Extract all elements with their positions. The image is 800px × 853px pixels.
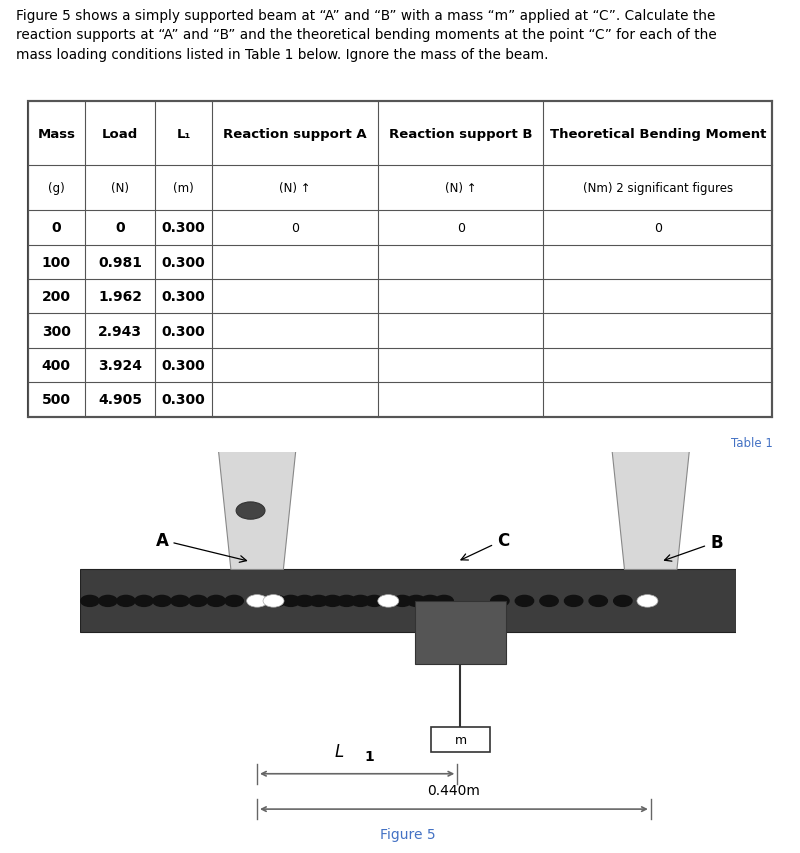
Circle shape <box>257 416 286 433</box>
Circle shape <box>351 595 370 606</box>
Circle shape <box>650 416 679 433</box>
Circle shape <box>614 595 632 606</box>
Text: (N) ↑: (N) ↑ <box>445 182 477 194</box>
Text: Reaction support B: Reaction support B <box>389 127 533 141</box>
Circle shape <box>171 595 190 606</box>
Circle shape <box>117 595 135 606</box>
Circle shape <box>295 595 314 606</box>
Circle shape <box>268 595 286 606</box>
Circle shape <box>658 421 672 428</box>
Text: Load: Load <box>102 127 138 141</box>
Circle shape <box>393 595 411 606</box>
Text: Figure 5 shows a simply supported beam at “A” and “B” with a mass “m” applied at: Figure 5 shows a simply supported beam a… <box>16 9 717 61</box>
Text: Theoretical Bending Moment: Theoretical Bending Moment <box>550 127 766 141</box>
Polygon shape <box>611 444 690 570</box>
Bar <box>158 425 658 432</box>
Circle shape <box>81 595 99 606</box>
Circle shape <box>134 595 153 606</box>
Text: 2.943: 2.943 <box>98 324 142 338</box>
Text: Mass: Mass <box>38 127 75 141</box>
Text: Table 1: Table 1 <box>730 437 773 450</box>
Text: 0.300: 0.300 <box>162 324 206 338</box>
Text: 4.905: 4.905 <box>98 393 142 407</box>
Circle shape <box>236 502 265 519</box>
Circle shape <box>378 595 399 607</box>
Circle shape <box>407 595 426 606</box>
Text: 1.962: 1.962 <box>98 290 142 304</box>
Circle shape <box>246 595 268 607</box>
Text: Figure 5: Figure 5 <box>380 827 436 840</box>
Text: 0.300: 0.300 <box>162 290 206 304</box>
Text: (N): (N) <box>111 182 129 194</box>
Text: B: B <box>665 533 722 561</box>
Text: Reaction support A: Reaction support A <box>223 127 367 141</box>
Text: 0: 0 <box>115 221 125 235</box>
Circle shape <box>589 595 607 606</box>
Circle shape <box>540 595 558 606</box>
Circle shape <box>153 595 171 606</box>
Circle shape <box>490 595 509 606</box>
Text: 0.300: 0.300 <box>162 256 206 270</box>
Circle shape <box>265 421 278 428</box>
Text: 0: 0 <box>51 221 61 235</box>
Circle shape <box>282 595 300 606</box>
Circle shape <box>263 595 284 607</box>
Text: 0: 0 <box>457 222 465 235</box>
Circle shape <box>435 595 454 606</box>
Text: m: m <box>454 733 466 746</box>
Circle shape <box>323 595 342 606</box>
Text: 0: 0 <box>291 222 299 235</box>
Text: (Nm) 2 significant figures: (Nm) 2 significant figures <box>583 182 733 194</box>
Circle shape <box>310 595 328 606</box>
Text: (N) ↑: (N) ↑ <box>279 182 311 194</box>
Text: L₁: L₁ <box>177 127 191 141</box>
Circle shape <box>565 595 583 606</box>
Circle shape <box>637 595 658 607</box>
Circle shape <box>365 595 383 606</box>
Circle shape <box>225 595 243 606</box>
Text: $\mathit{L}$: $\mathit{L}$ <box>334 742 344 760</box>
Text: 0.300: 0.300 <box>162 358 206 373</box>
Circle shape <box>228 416 257 433</box>
Text: (m): (m) <box>174 182 194 194</box>
Bar <box>431 727 490 752</box>
Circle shape <box>421 595 439 606</box>
Text: 100: 100 <box>42 256 71 270</box>
Bar <box>80 570 736 633</box>
Text: 0.300: 0.300 <box>162 393 206 407</box>
Circle shape <box>379 595 398 606</box>
Text: $\mathbf{1}$: $\mathbf{1}$ <box>364 749 374 763</box>
Circle shape <box>638 595 657 606</box>
Circle shape <box>207 595 226 606</box>
Text: 0.300: 0.300 <box>162 221 206 235</box>
Circle shape <box>338 595 356 606</box>
Text: 400: 400 <box>42 358 71 373</box>
Polygon shape <box>218 444 297 570</box>
Text: 200: 200 <box>42 290 71 304</box>
Text: (g): (g) <box>48 182 65 194</box>
Text: 0.440m: 0.440m <box>427 782 480 797</box>
Text: 3.924: 3.924 <box>98 358 142 373</box>
Bar <box>414 601 506 664</box>
Text: 300: 300 <box>42 324 71 338</box>
Text: 0.981: 0.981 <box>98 256 142 270</box>
Bar <box>158 405 658 425</box>
Circle shape <box>189 595 207 606</box>
Circle shape <box>630 421 643 428</box>
Circle shape <box>236 421 250 428</box>
Text: A: A <box>155 531 246 563</box>
Circle shape <box>622 416 650 433</box>
Bar <box>158 432 658 448</box>
Text: 0: 0 <box>654 222 662 235</box>
Text: C: C <box>461 531 510 560</box>
Circle shape <box>515 595 534 606</box>
Bar <box>158 399 658 405</box>
Text: 500: 500 <box>42 393 71 407</box>
Circle shape <box>98 595 117 606</box>
